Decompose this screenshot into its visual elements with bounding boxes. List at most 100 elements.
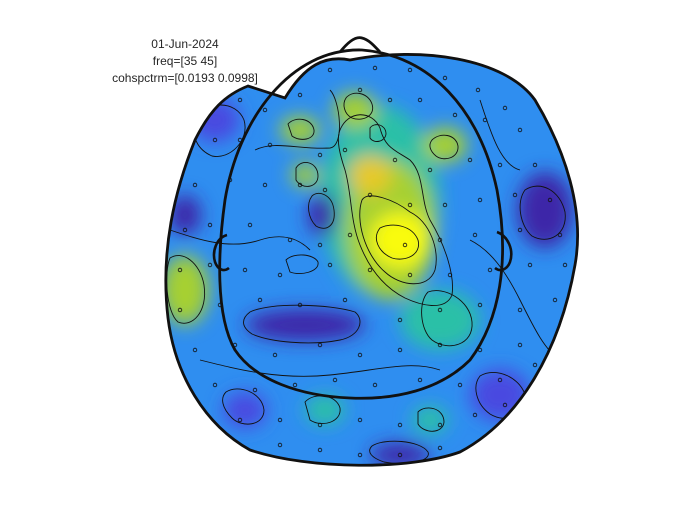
blob-left-frontal-small [291,163,319,187]
sensor-marker [475,87,481,93]
sensor-marker [417,377,423,383]
sensor-marker [527,262,533,268]
nose-outline [338,36,382,53]
contour-left-band [254,89,340,151]
sensor-marker [417,97,423,103]
sensor-marker [237,97,243,103]
sensor-marker [502,105,508,111]
sensor-marker [452,112,458,118]
sensor-marker [252,387,258,393]
sensor-marker [317,422,323,428]
sensor-marker [327,262,333,268]
plot-title: 01-Jun-2024 freq=[35 45] cohspctrm=[0.01… [90,36,280,87]
sensor-marker [532,162,538,168]
sensor-marker [517,227,523,233]
sensor-markers [177,65,568,458]
sensor-marker [297,302,303,308]
sensor-marker [277,417,283,423]
sensor-marker [212,382,218,388]
sensor-marker [242,267,248,273]
blob-posterior-low [245,309,365,341]
sensor-marker [437,237,443,243]
left-ear-outline [212,233,230,272]
sensor-marker [437,422,443,428]
sensor-marker [192,347,198,353]
sensor-marker [472,232,478,238]
sensor-marker [297,92,303,98]
sensor-marker [182,227,188,233]
contour-left-occipital [222,388,265,425]
sensor-marker [397,452,403,458]
sensor-marker [517,127,523,133]
sensor-marker [212,137,218,143]
helmet-outline [164,53,579,467]
sensor-marker [512,192,518,198]
contour-right-temporal [519,185,566,240]
contour-frontal-top [343,92,374,120]
blob-frontal-top [333,92,377,128]
sensor-marker [437,342,443,348]
title-freq: freq=[35 45] [152,54,218,68]
blob-left-temporal-high [165,255,209,325]
sensor-marker [367,267,373,273]
contour-left-mid-band [169,229,311,251]
sensor-marker [262,107,268,113]
sensor-marker [342,147,348,153]
sensor-marker [292,382,298,388]
contour-lines [166,89,566,464]
blob-left-minimum [308,193,336,237]
sensor-marker [372,382,378,388]
sensor-marker [177,267,183,273]
sensor-marker [517,342,523,348]
contour-right-mid-band [469,239,561,361]
contour-left-minimum [308,192,335,229]
blob-left-temporal-low [169,195,201,235]
sensor-marker [437,307,443,313]
blob-right-temporal-low [517,172,573,248]
contour-occipital-left [304,395,341,424]
sensor-marker [442,75,448,81]
sensor-marker [547,197,553,203]
sensor-marker [477,197,483,203]
sensor-marker [357,352,363,358]
blob-frontal-high [348,155,392,195]
sensor-marker [342,297,348,303]
sensor-marker [397,422,403,428]
sensor-marker [472,412,478,418]
sensor-marker [177,307,183,313]
sensor-marker [442,202,448,208]
sensor-marker [317,342,323,348]
blob-occipital-left [305,395,345,425]
contour-posterior-band [199,359,441,377]
sensor-marker [387,97,393,103]
sensor-marker [322,187,328,193]
sensor-marker [317,152,323,158]
sensor-marker [267,142,273,148]
sensor-marker [562,262,568,268]
contour-left-frontal [287,118,315,140]
title-cohspctrm: cohspctrm=[0.0193 0.0998] [112,71,258,85]
sensor-marker [357,87,363,93]
sensor-marker [482,117,488,123]
sensor-marker [552,297,558,303]
sensor-marker [497,162,503,168]
sensor-marker [502,402,508,408]
sensor-marker [357,452,363,458]
sensor-marker [277,272,283,278]
sensor-marker [557,232,563,238]
sensor-marker [407,202,413,208]
sensor-marker [532,362,538,368]
sensor-marker [457,382,463,388]
sensor-marker [317,242,323,248]
right-ear-outline [494,230,513,272]
sensor-marker [277,442,283,448]
sensor-marker [372,65,378,71]
sensor-marker [407,272,413,278]
sensor-marker [347,232,353,238]
sensor-marker [192,182,198,188]
contour-right-frontal [429,134,459,160]
sensor-marker [332,377,338,383]
sensor-marker [247,222,253,228]
